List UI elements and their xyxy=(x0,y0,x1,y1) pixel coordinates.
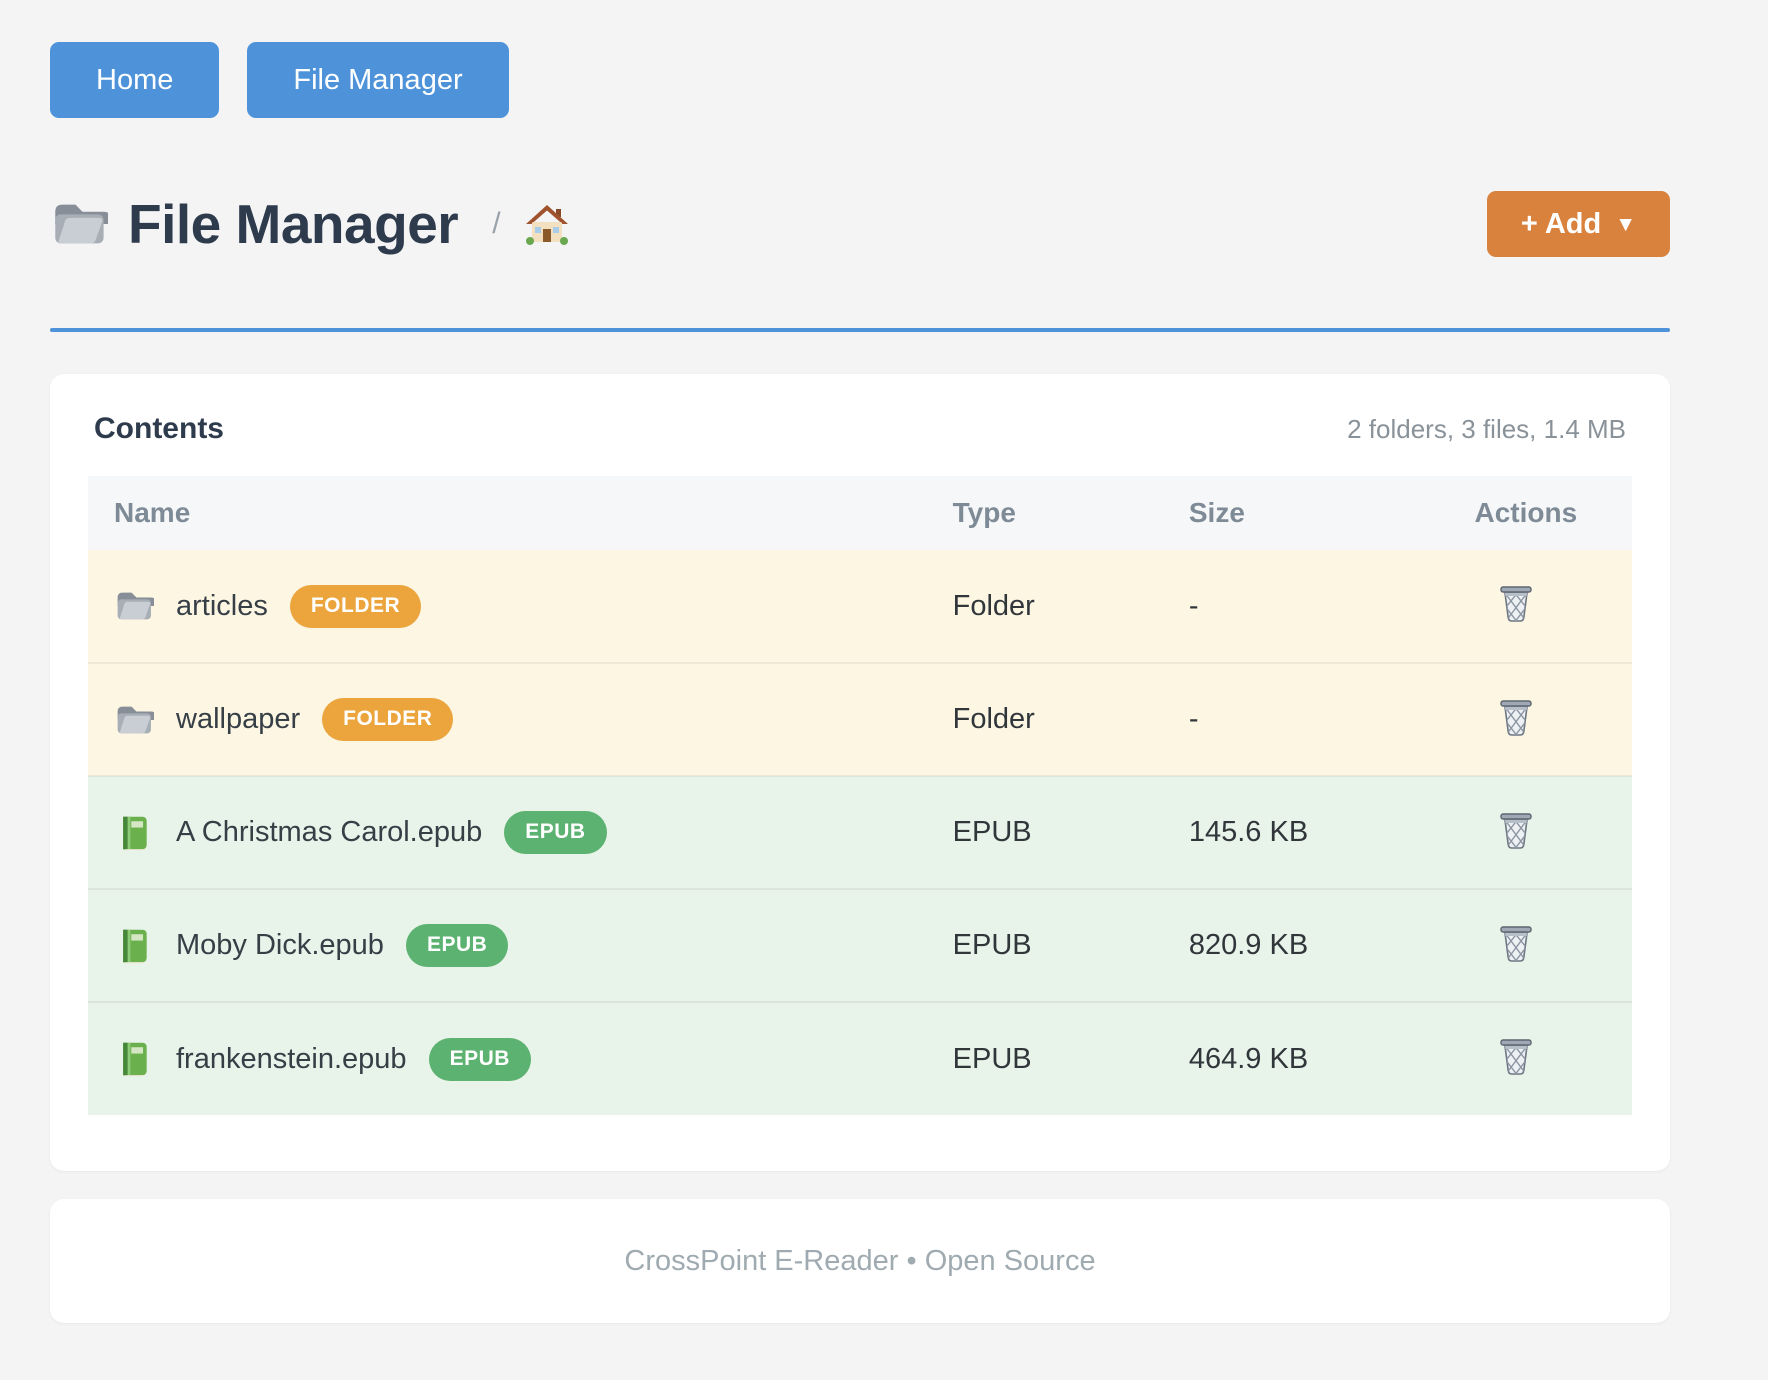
contents-summary: 2 folders, 3 files, 1.4 MB xyxy=(1347,413,1626,444)
folder-icon xyxy=(114,587,154,625)
top-nav: Home File Manager xyxy=(50,0,1670,118)
table-row: frankenstein.epub EPUB EPUB 464.9 KB xyxy=(88,1001,1632,1115)
name-cell: Moby Dick.epub EPUB xyxy=(88,888,953,1002)
contents-card: Contents 2 folders, 3 files, 1.4 MB Name… xyxy=(50,374,1670,1171)
trash-icon xyxy=(1496,921,1536,963)
delete-button[interactable] xyxy=(1496,581,1536,623)
size-cell: 820.9 KB xyxy=(1188,888,1475,1002)
type-cell: Folder xyxy=(952,589,1035,622)
file-name-link[interactable]: Moby Dick.epub xyxy=(176,929,384,961)
trash-icon xyxy=(1496,1034,1536,1076)
book-icon xyxy=(114,1040,154,1078)
type-cell: EPUB xyxy=(952,888,1189,1002)
trash-icon xyxy=(1496,695,1536,737)
type-cell: Folder xyxy=(952,662,1189,776)
book-icon xyxy=(114,814,154,852)
page: Home File Manager File Manager / + Add ▼… xyxy=(50,0,1670,1323)
delete-button[interactable] xyxy=(1496,921,1536,963)
column-header-name: Name xyxy=(88,476,953,550)
file-name-link[interactable]: frankenstein.epub xyxy=(176,1042,407,1075)
file-type-badge: EPUB xyxy=(428,1037,531,1081)
title-group: File Manager / xyxy=(50,192,569,256)
name-cell: articles FOLDER xyxy=(88,550,953,663)
book-icon xyxy=(114,927,154,965)
file-name-link[interactable]: wallpaper xyxy=(176,703,301,735)
header-divider xyxy=(50,328,1670,332)
name-cell: A Christmas Carol.epub EPUB xyxy=(88,775,953,889)
table-header-row: Name Type Size Actions xyxy=(88,476,1632,550)
folder-icon xyxy=(50,199,108,249)
file-name-link[interactable]: articles xyxy=(176,589,268,622)
trash-icon xyxy=(1496,808,1536,850)
contents-title: Contents xyxy=(94,412,224,445)
actions-cell xyxy=(1474,775,1632,889)
table-row: articles FOLDER Folder - xyxy=(88,550,1632,663)
footer-text: CrossPoint E-Reader • Open Source xyxy=(624,1244,1096,1277)
footer: CrossPoint E-Reader • Open Source xyxy=(50,1199,1670,1323)
contents-card-header: Contents 2 folders, 3 files, 1.4 MB xyxy=(88,412,1632,476)
folder-icon xyxy=(114,701,154,739)
add-button[interactable]: + Add ▼ xyxy=(1486,191,1670,257)
page-header: File Manager / + Add ▼ xyxy=(50,174,1670,274)
breadcrumb-separator: / xyxy=(492,207,501,240)
type-cell: EPUB xyxy=(952,775,1189,889)
name-cell: frankenstein.epub EPUB xyxy=(88,1001,953,1115)
delete-button[interactable] xyxy=(1496,808,1536,850)
table-row: A Christmas Carol.epub EPUB EPUB 145.6 K… xyxy=(88,775,1632,889)
size-cell: - xyxy=(1188,589,1199,622)
table-row: Moby Dick.epub EPUB EPUB 820.9 KB xyxy=(88,888,1632,1002)
nav-button-home[interactable]: Home xyxy=(50,42,220,118)
file-name-link[interactable]: A Christmas Carol.epub xyxy=(176,816,483,848)
chevron-down-icon: ▼ xyxy=(1615,213,1636,236)
nav-button-file-manager[interactable]: File Manager xyxy=(247,42,509,118)
file-table: Name Type Size Actions articles FOLDER F… xyxy=(88,476,1632,1115)
add-button-label: + Add xyxy=(1520,207,1602,240)
breadcrumb-home-link[interactable] xyxy=(525,203,569,245)
type-cell: EPUB xyxy=(952,1001,1189,1115)
table-row: wallpaper FOLDER Folder - xyxy=(88,662,1632,776)
delete-button[interactable] xyxy=(1496,695,1536,737)
actions-cell xyxy=(1474,550,1632,663)
file-type-badge: FOLDER xyxy=(289,584,422,628)
file-type-badge: EPUB xyxy=(405,924,509,967)
size-cell: - xyxy=(1188,662,1475,776)
delete-button[interactable] xyxy=(1496,1034,1536,1076)
name-cell: wallpaper FOLDER xyxy=(88,662,953,776)
column-header-type: Type xyxy=(952,476,1189,550)
size-cell: 145.6 KB xyxy=(1188,775,1475,889)
trash-icon xyxy=(1496,581,1536,623)
actions-cell xyxy=(1474,1001,1632,1115)
actions-cell xyxy=(1474,662,1632,776)
page-title: File Manager xyxy=(128,193,459,255)
column-header-actions: Actions xyxy=(1474,476,1632,550)
actions-cell xyxy=(1474,888,1632,1002)
size-cell: 464.9 KB xyxy=(1188,1001,1475,1115)
house-icon xyxy=(525,203,569,245)
column-header-size: Size xyxy=(1188,476,1475,550)
table-body: articles FOLDER Folder - wallpaper FOLDE… xyxy=(88,550,1632,1115)
file-type-badge: EPUB xyxy=(504,811,607,854)
file-type-badge: FOLDER xyxy=(322,698,454,741)
